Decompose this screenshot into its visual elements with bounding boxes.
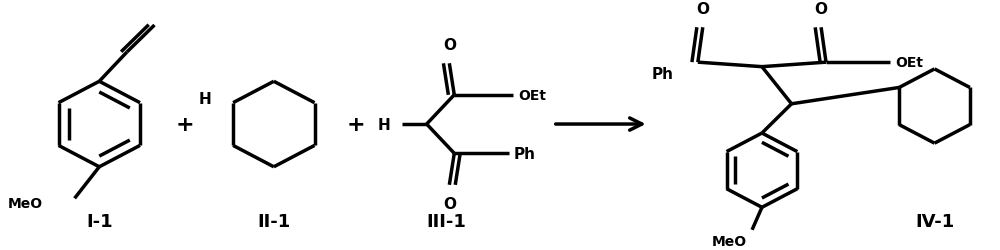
Text: O: O xyxy=(815,2,828,17)
Text: MeO: MeO xyxy=(8,196,43,210)
Text: OEt: OEt xyxy=(518,88,546,102)
Text: MeO: MeO xyxy=(712,234,747,248)
Text: I-1: I-1 xyxy=(86,212,113,230)
Text: Ph: Ph xyxy=(513,146,535,161)
Text: III-1: III-1 xyxy=(426,212,466,230)
Text: H: H xyxy=(377,117,390,132)
Text: O: O xyxy=(443,196,456,211)
Text: II-1: II-1 xyxy=(257,212,290,230)
Text: O: O xyxy=(443,38,456,53)
Text: +: + xyxy=(346,114,365,134)
Text: Ph: Ph xyxy=(651,67,673,82)
Text: OEt: OEt xyxy=(895,56,923,70)
Text: +: + xyxy=(176,114,194,134)
Text: IV-1: IV-1 xyxy=(915,212,954,230)
Text: O: O xyxy=(696,2,709,17)
Text: H: H xyxy=(199,91,211,106)
